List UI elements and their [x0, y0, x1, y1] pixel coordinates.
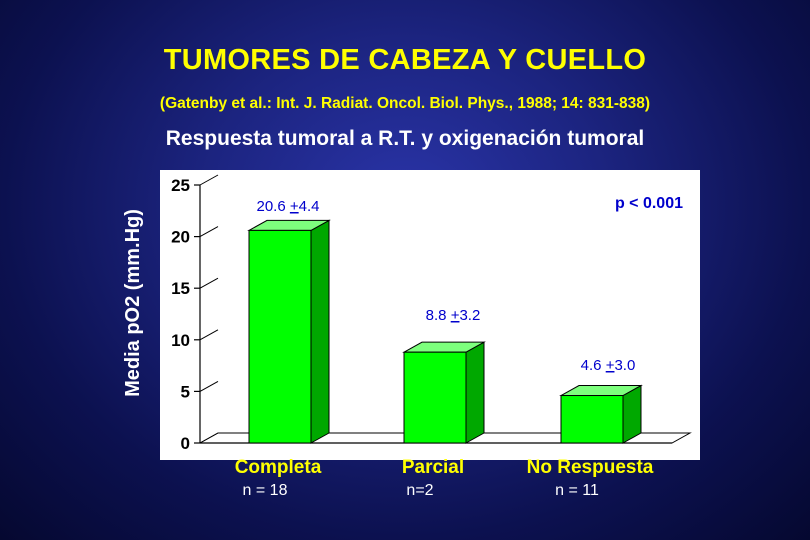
value-label: 20.6 +4.4 — [257, 198, 320, 215]
y-tick-depth — [199, 277, 219, 289]
sample-size-label: n = 18 — [243, 482, 288, 499]
y-tick-label: 0 — [181, 434, 190, 453]
sample-size-label: n=2 — [406, 482, 433, 499]
y-tick-depth — [199, 329, 219, 341]
x-axis: Completa n = 18 Parcial n=2 No Respuesta n = … — [235, 457, 654, 499]
citation: (Gatenby et al.: Int. J. Radiat. Oncol. … — [159, 95, 651, 112]
y-axis-label: Media pO2 (mm.Hg) — [122, 209, 144, 397]
category-label: Completa — [235, 457, 322, 478]
y-tick-label: 5 — [181, 382, 190, 401]
y-tick-label: 20 — [171, 228, 190, 247]
y-tick-depth — [199, 380, 219, 392]
category-label: Parcial — [402, 457, 464, 478]
value-label: 4.6 +3.0 — [581, 357, 636, 374]
bars — [247, 219, 643, 444]
sample-size-label: n = 11 — [555, 482, 599, 499]
category-label: No Respuesta — [527, 457, 654, 478]
y-tick-label: 10 — [171, 331, 190, 350]
chart-subtitle: Respuesta tumoral a R.T. y oxigenación t… — [165, 127, 645, 150]
bar — [248, 229, 312, 444]
bar-side — [310, 219, 330, 444]
y-tick-label: 25 — [171, 176, 190, 195]
bar — [403, 351, 467, 444]
y-tick-depth — [199, 432, 219, 444]
value-labels: 20.6 +4.4 8.8 +3.2 4.6 +3.0 — [257, 198, 636, 374]
p-value-annotation: p < 0.001 — [615, 195, 683, 212]
y-tick-depth — [199, 174, 219, 186]
y-tick-label: 15 — [171, 279, 190, 298]
value-label: 8.8 +3.2 — [426, 307, 481, 324]
bar — [560, 395, 624, 444]
y-tick-depth — [199, 226, 219, 238]
bar-side — [465, 341, 485, 444]
slide-title: TUMORES DE CABEZA Y CUELLO — [163, 44, 647, 76]
